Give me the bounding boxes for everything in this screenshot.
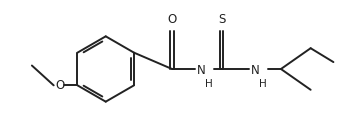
Text: H: H [259, 79, 267, 89]
Text: S: S [218, 13, 225, 26]
Text: O: O [167, 13, 177, 26]
Text: O: O [55, 79, 64, 92]
Text: N: N [197, 64, 206, 77]
Text: H: H [205, 79, 212, 89]
Text: N: N [251, 64, 260, 77]
